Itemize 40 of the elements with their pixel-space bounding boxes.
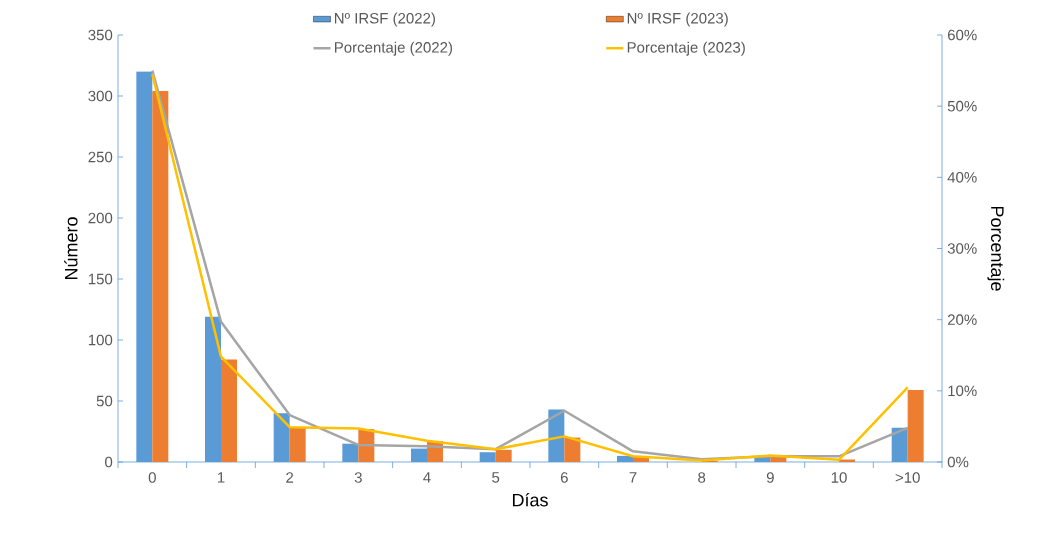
y-tick-label: 300	[88, 90, 113, 102]
y2-tick-label: 40%	[947, 172, 977, 183]
legend-label: Nº IRSF (2022)	[334, 12, 435, 27]
x-tick-label: >10	[895, 472, 920, 483]
y-tick-label: 250	[88, 151, 113, 163]
bar	[289, 427, 306, 462]
y2-tick-label: 0%	[947, 456, 969, 468]
y-tick-label: 100	[88, 334, 113, 346]
legend-label: Porcentaje (2023)	[627, 41, 745, 56]
x-tick-label: 8	[698, 472, 706, 483]
y-axis-title: Número	[64, 217, 78, 280]
y-tick-label: 150	[88, 273, 113, 285]
y-tick-label: 200	[88, 212, 113, 224]
legend-label: Nº IRSF (2023)	[627, 12, 728, 27]
bar	[564, 437, 581, 462]
y2-tick-label: 60%	[947, 29, 977, 41]
x-tick-label: 3	[354, 472, 362, 483]
x-tick-label: 0	[148, 472, 156, 483]
x-tick-label: 6	[560, 472, 568, 483]
bar	[907, 390, 924, 462]
x-tick-label: 7	[629, 472, 637, 483]
y-tick-label: 0	[105, 456, 113, 468]
x-tick-label: 10	[831, 472, 847, 483]
y-tick-label: 350	[88, 29, 113, 41]
x-tick-label: 2	[286, 472, 294, 483]
x-axis-title: Días	[512, 493, 548, 507]
bar	[495, 449, 512, 462]
y2-tick-label: 50%	[947, 100, 977, 112]
y-tick-label: 50	[96, 395, 113, 407]
bar	[221, 359, 237, 462]
y2-tick-label: 30%	[947, 243, 977, 254]
x-tick-label: 9	[766, 472, 774, 483]
x-tick-label: 1	[217, 472, 225, 483]
x-tick-label: 4	[423, 472, 431, 483]
y2-axis-title: Porcentaje	[987, 206, 1005, 291]
legend-label: Porcentaje (2022)	[334, 41, 453, 56]
y2-tick-label: 20%	[947, 314, 977, 325]
x-tick-label: 5	[492, 472, 500, 483]
bar	[152, 91, 169, 462]
y2-tick-label: 10%	[948, 385, 977, 397]
